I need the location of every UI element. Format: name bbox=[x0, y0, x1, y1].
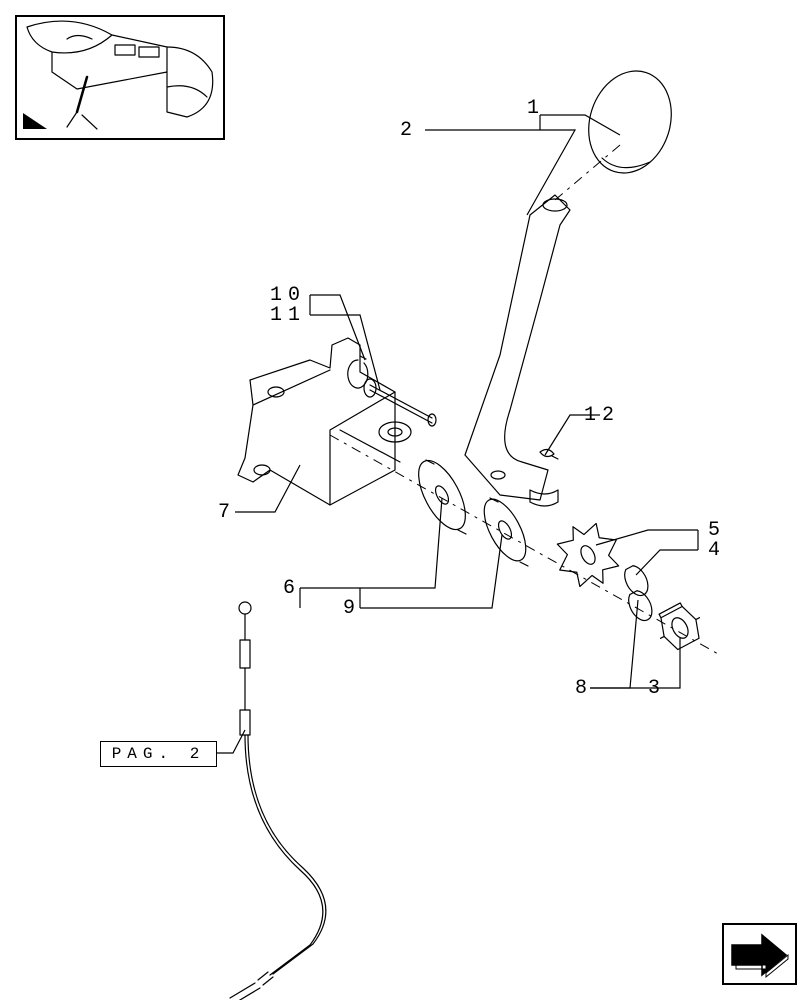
part-lever bbox=[465, 195, 570, 506]
callout-8: 8 bbox=[575, 677, 593, 700]
callout-6: 6 bbox=[283, 577, 301, 600]
part-bracket bbox=[238, 338, 411, 505]
exploded-diagram bbox=[0, 0, 812, 1000]
context-thumbnail bbox=[15, 15, 225, 140]
part-split-washer-10 bbox=[348, 356, 368, 388]
part-washer-9 bbox=[476, 493, 534, 567]
callout-4: 4 bbox=[708, 539, 726, 562]
part-star-washer bbox=[545, 512, 632, 599]
part-split-washer-4 bbox=[621, 563, 653, 599]
nav-icon-box bbox=[722, 923, 797, 985]
callout-3: 3 bbox=[648, 677, 666, 700]
thumbnail-svg bbox=[17, 17, 223, 138]
part-bolt bbox=[364, 379, 436, 426]
callout-1: 1 bbox=[527, 97, 545, 120]
part-knob bbox=[576, 60, 684, 184]
page-root: 1 2 3 4 5 6 7 8 9 10 11 12 PAG. 2 bbox=[0, 0, 812, 1000]
page-ref-box: PAG. 2 bbox=[100, 741, 217, 767]
page-ref-label: PAG. 2 bbox=[112, 745, 206, 763]
callout-2: 2 bbox=[400, 119, 418, 142]
part-split-washer-8 bbox=[625, 588, 657, 624]
callout-11: 11 bbox=[270, 304, 306, 327]
part-spring bbox=[540, 449, 558, 459]
part-nut bbox=[650, 598, 708, 654]
callout-5: 5 bbox=[708, 519, 726, 542]
callout-7: 7 bbox=[218, 501, 236, 524]
part-cable bbox=[230, 602, 326, 1000]
nav-arrow-icon bbox=[724, 925, 795, 983]
part-washer-6 bbox=[409, 453, 475, 536]
callout-12: 12 bbox=[584, 404, 620, 427]
callout-9: 9 bbox=[343, 597, 361, 620]
